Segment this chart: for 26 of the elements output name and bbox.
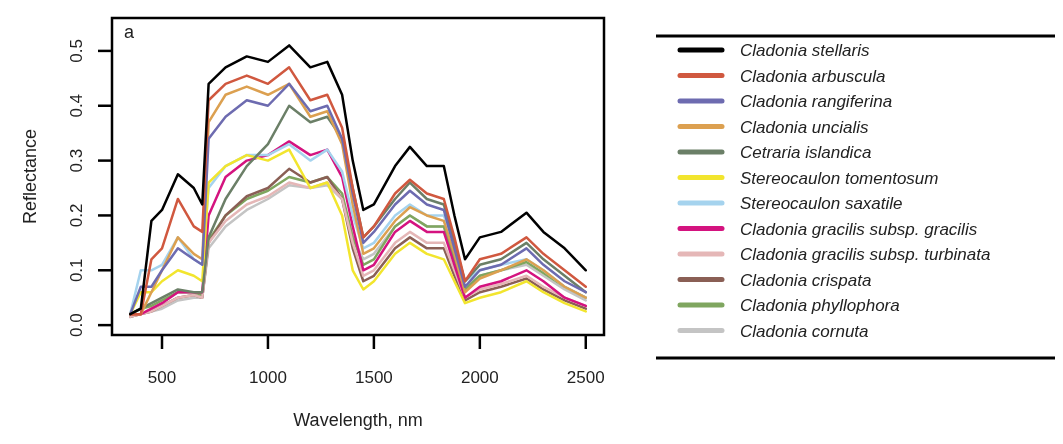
y-axis-title: Reflectance xyxy=(20,128,40,225)
legend-label: Cetraria islandica xyxy=(740,143,872,162)
legend-label: Cladonia stellaris xyxy=(740,41,870,60)
y-tick-label: 0.1 xyxy=(67,258,86,283)
x-tick-label: 2000 xyxy=(460,368,499,387)
x-tick-label: 1500 xyxy=(354,368,393,387)
y-tick-label: 0.3 xyxy=(67,148,86,173)
x-tick-label: 1000 xyxy=(249,368,287,387)
y-tick-label: 0.5 xyxy=(67,39,86,63)
legend-label: Cladonia gracilis subsp. gracilis xyxy=(740,219,978,239)
legend-label: Cladonia crispata xyxy=(740,270,872,290)
legend-label: Stereocaulon tomentosum xyxy=(740,168,939,188)
y-tick-label: 0.4 xyxy=(67,93,86,118)
y-tick-label: 0.0 xyxy=(67,313,86,337)
x-tick-label: 2500 xyxy=(566,368,605,387)
legend-label: Cladonia cornuta xyxy=(740,321,869,341)
x-tick-label: 500 xyxy=(147,368,177,387)
y-tick-label: 0.2 xyxy=(67,203,86,228)
x-axis-title: Wavelength, nm xyxy=(293,410,423,430)
legend-label: Cladonia uncialis xyxy=(740,117,870,137)
legend-label: Cladonia rangiferina xyxy=(740,92,893,111)
legend-label: Cladonia gracilis subsp. turbinata xyxy=(740,245,991,264)
annotation: a xyxy=(124,22,135,42)
legend-label: Cladonia arbuscula xyxy=(740,66,886,86)
legend-label: Cladonia phyllophora xyxy=(740,296,900,315)
legend-label: Stereocaulon saxatile xyxy=(740,194,903,213)
